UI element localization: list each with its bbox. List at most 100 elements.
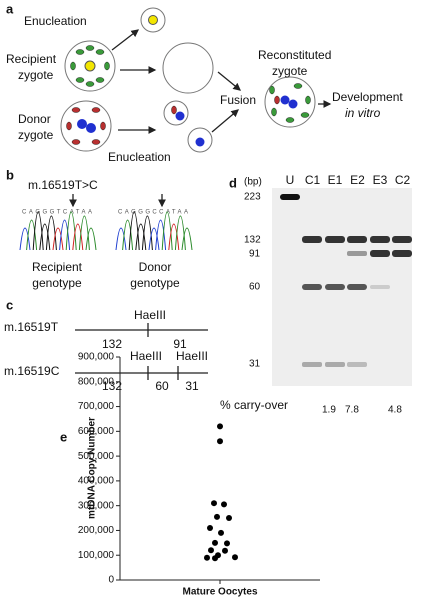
point bbox=[232, 554, 238, 561]
panel-c: c m.16519T HaeIII 132 91 m.16519C HaeIII… bbox=[4, 297, 208, 393]
peak bbox=[78, 215, 90, 251]
peak bbox=[155, 219, 167, 251]
peak bbox=[174, 215, 186, 251]
bands bbox=[280, 194, 412, 367]
point bbox=[207, 524, 213, 531]
label: % carry-over bbox=[220, 398, 288, 412]
label: m.16519C bbox=[4, 364, 60, 378]
peak bbox=[72, 223, 84, 251]
size: 132 bbox=[244, 235, 261, 246]
label: m.16519T>C bbox=[28, 178, 98, 192]
chromatogram bbox=[19, 211, 193, 251]
panel-e: e mtDNA Copy Number 0 100,000 200,000 300,0… bbox=[60, 352, 320, 598]
label: Recipient bbox=[6, 52, 57, 66]
peak bbox=[148, 227, 160, 251]
y-tick-label: 700,000 bbox=[78, 401, 115, 412]
peak bbox=[39, 223, 51, 251]
peak bbox=[26, 219, 38, 251]
point bbox=[217, 438, 223, 445]
lane-label: E1 bbox=[328, 173, 343, 187]
lane-label: C2 bbox=[395, 173, 411, 187]
peak bbox=[135, 223, 147, 251]
label: Donor bbox=[18, 112, 51, 126]
lane-label: E2 bbox=[350, 173, 365, 187]
y-tick-label: 600,000 bbox=[78, 426, 115, 437]
y-tick-label: 400,000 bbox=[78, 476, 115, 487]
nucleus bbox=[77, 95, 298, 147]
point bbox=[204, 554, 210, 561]
point bbox=[211, 500, 217, 507]
size: 31 bbox=[249, 359, 261, 370]
peak bbox=[65, 211, 77, 251]
fragment: 132 bbox=[102, 379, 122, 393]
panel-letter: b bbox=[6, 167, 14, 182]
panel-b: b m.16519T>C CAGGGTCATAA CAGGGCCATAA Rec… bbox=[6, 167, 193, 290]
carry-value: 1.9 bbox=[322, 405, 336, 416]
peak bbox=[85, 227, 97, 251]
peak bbox=[141, 215, 153, 251]
label: Recipient bbox=[32, 260, 83, 274]
point bbox=[212, 555, 218, 562]
point bbox=[212, 539, 218, 546]
lane-labels: U C1 E1 E2 E3 C2 bbox=[286, 173, 411, 187]
label: in vitro bbox=[345, 106, 381, 120]
y-axis-label: mtDNA Copy Number bbox=[87, 417, 98, 519]
map-line bbox=[75, 323, 208, 380]
y-tick-label: 800,000 bbox=[78, 376, 115, 387]
label: zygote bbox=[272, 64, 308, 78]
mitochondria bbox=[66, 95, 280, 145]
nucleus bbox=[84, 60, 96, 72]
label: zygote bbox=[18, 128, 54, 142]
label: zygote bbox=[18, 68, 54, 82]
point bbox=[222, 547, 228, 554]
peak bbox=[122, 219, 134, 251]
carry-value: 4.8 bbox=[388, 405, 402, 416]
cell bbox=[163, 100, 189, 126]
point bbox=[218, 529, 224, 536]
y-tick-label: 300,000 bbox=[78, 500, 115, 511]
peak bbox=[181, 227, 193, 251]
cell bbox=[187, 127, 213, 153]
y-tick-label: 100,000 bbox=[78, 550, 115, 561]
label: HaeIII bbox=[176, 349, 208, 363]
peak bbox=[161, 211, 173, 251]
panel-letter: d bbox=[229, 175, 237, 190]
panel-letter: c bbox=[6, 297, 13, 312]
point bbox=[221, 501, 227, 508]
peak bbox=[59, 219, 71, 251]
label: genotype bbox=[32, 276, 82, 290]
peak bbox=[32, 211, 44, 251]
arrow bbox=[69, 194, 166, 208]
label: m.16519T bbox=[4, 320, 59, 334]
unit: (bp) bbox=[244, 177, 262, 188]
peak bbox=[115, 227, 127, 251]
point bbox=[224, 540, 230, 547]
y-tick-label: 500,000 bbox=[78, 451, 115, 462]
lane-label: E3 bbox=[373, 173, 388, 187]
sequence: CAGGGCCATAA bbox=[118, 210, 188, 216]
nucleus bbox=[148, 15, 158, 25]
peak bbox=[168, 223, 180, 251]
panel-letter: e bbox=[60, 429, 67, 444]
peak bbox=[52, 227, 64, 251]
label: Enucleation bbox=[24, 14, 87, 28]
label: Reconstituted bbox=[258, 48, 331, 62]
y-tick-label: 200,000 bbox=[78, 525, 115, 536]
label: HaeIII bbox=[134, 308, 166, 322]
fragment: 132 bbox=[102, 337, 122, 351]
lane-label: U bbox=[286, 173, 295, 187]
y-tick-label: 900,000 bbox=[78, 352, 115, 363]
size: 91 bbox=[249, 249, 261, 260]
point bbox=[214, 513, 220, 520]
label: genotype bbox=[130, 276, 180, 290]
cell bbox=[162, 42, 214, 94]
fragment: 91 bbox=[173, 337, 187, 351]
peak bbox=[128, 211, 140, 251]
sequence: CAGGGTCATAA bbox=[22, 210, 92, 216]
y-tick-label: 0 bbox=[108, 575, 114, 586]
size: 60 bbox=[249, 282, 261, 293]
cell bbox=[264, 76, 316, 128]
size: 223 bbox=[244, 192, 261, 203]
